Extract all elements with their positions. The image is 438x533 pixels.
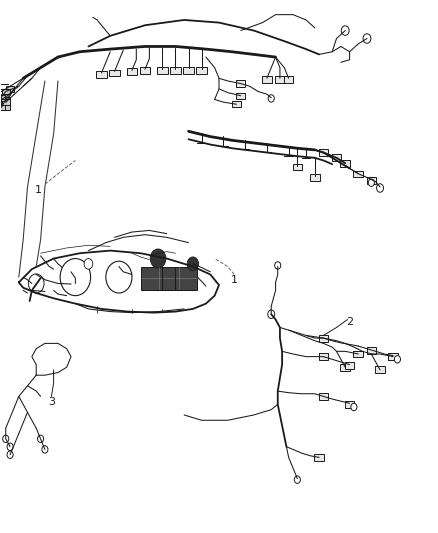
Circle shape xyxy=(187,257,198,271)
Circle shape xyxy=(7,451,13,458)
Bar xyxy=(340,364,350,370)
Circle shape xyxy=(377,184,384,192)
Circle shape xyxy=(84,259,93,269)
Bar xyxy=(314,454,324,461)
Text: 2: 2 xyxy=(346,317,353,327)
Bar xyxy=(0,102,5,108)
Bar xyxy=(310,174,320,181)
Circle shape xyxy=(38,435,44,442)
Bar xyxy=(141,266,197,290)
Bar xyxy=(6,86,14,92)
Bar xyxy=(127,68,137,75)
Bar xyxy=(367,347,376,354)
Bar xyxy=(196,67,207,74)
Circle shape xyxy=(106,261,132,293)
Text: 1: 1 xyxy=(231,274,238,285)
Bar xyxy=(232,101,241,108)
Circle shape xyxy=(42,446,48,453)
Bar xyxy=(262,76,272,83)
Circle shape xyxy=(275,262,281,269)
Circle shape xyxy=(294,476,300,483)
Bar xyxy=(284,76,293,83)
Circle shape xyxy=(394,356,400,363)
Bar xyxy=(353,171,363,177)
Circle shape xyxy=(3,435,9,442)
Bar xyxy=(184,67,194,74)
Circle shape xyxy=(28,274,44,293)
Text: 1: 1 xyxy=(35,184,42,195)
Bar xyxy=(140,67,150,74)
Bar xyxy=(157,67,168,74)
Bar xyxy=(2,96,10,102)
Circle shape xyxy=(368,179,374,187)
Bar xyxy=(345,401,354,408)
Text: 3: 3 xyxy=(48,397,55,407)
Bar xyxy=(0,95,5,101)
Bar xyxy=(2,99,10,105)
Circle shape xyxy=(60,259,91,296)
Bar xyxy=(293,164,302,170)
Bar xyxy=(332,155,341,161)
Bar xyxy=(96,71,107,78)
Bar xyxy=(319,393,328,400)
Bar xyxy=(2,104,10,110)
Bar xyxy=(275,76,285,83)
Circle shape xyxy=(351,403,357,411)
Bar xyxy=(389,353,398,360)
Circle shape xyxy=(268,310,275,318)
Bar xyxy=(319,353,328,360)
Circle shape xyxy=(268,95,274,102)
Bar xyxy=(237,80,245,87)
Bar xyxy=(319,335,328,342)
Bar xyxy=(367,177,376,184)
Bar xyxy=(2,88,10,94)
Bar xyxy=(353,351,363,358)
Bar xyxy=(389,353,398,360)
Bar xyxy=(375,367,385,373)
Circle shape xyxy=(363,34,371,43)
Bar xyxy=(170,67,181,74)
Circle shape xyxy=(341,26,349,35)
Bar xyxy=(345,362,354,369)
Bar xyxy=(0,104,5,110)
Circle shape xyxy=(150,249,166,268)
Bar xyxy=(110,69,120,76)
Bar xyxy=(340,160,350,166)
Circle shape xyxy=(7,443,13,450)
Bar xyxy=(237,93,245,99)
Bar xyxy=(319,149,328,156)
